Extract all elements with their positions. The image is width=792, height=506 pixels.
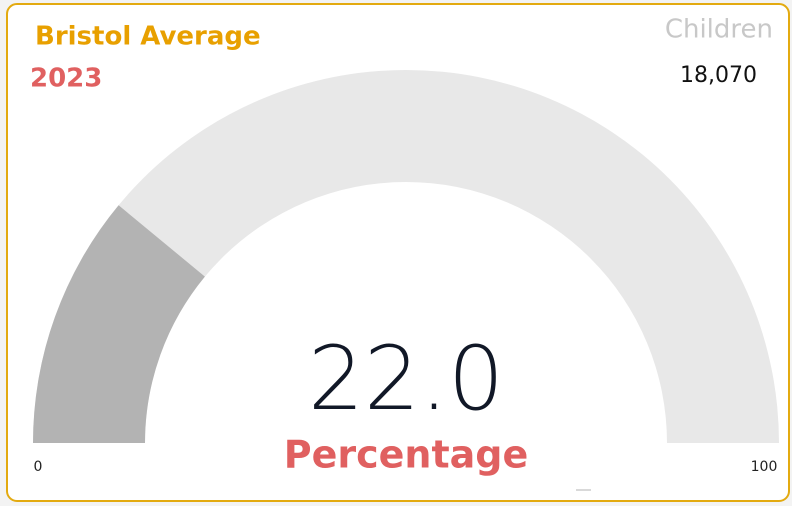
gauge-caption: Percentage xyxy=(284,433,529,477)
gauge-track xyxy=(33,70,779,443)
card-title: Bristol Average xyxy=(35,22,261,52)
min-label: 0 xyxy=(34,459,43,475)
kpi-label: Children xyxy=(665,15,773,45)
kpi-value: 18,070 xyxy=(680,63,757,88)
gauge-fill xyxy=(33,205,205,443)
card-subtitle: 2023 xyxy=(30,64,102,94)
gauge-value: 22.0 xyxy=(308,327,504,430)
gauge xyxy=(33,70,779,443)
max-label: 100 xyxy=(751,459,778,475)
